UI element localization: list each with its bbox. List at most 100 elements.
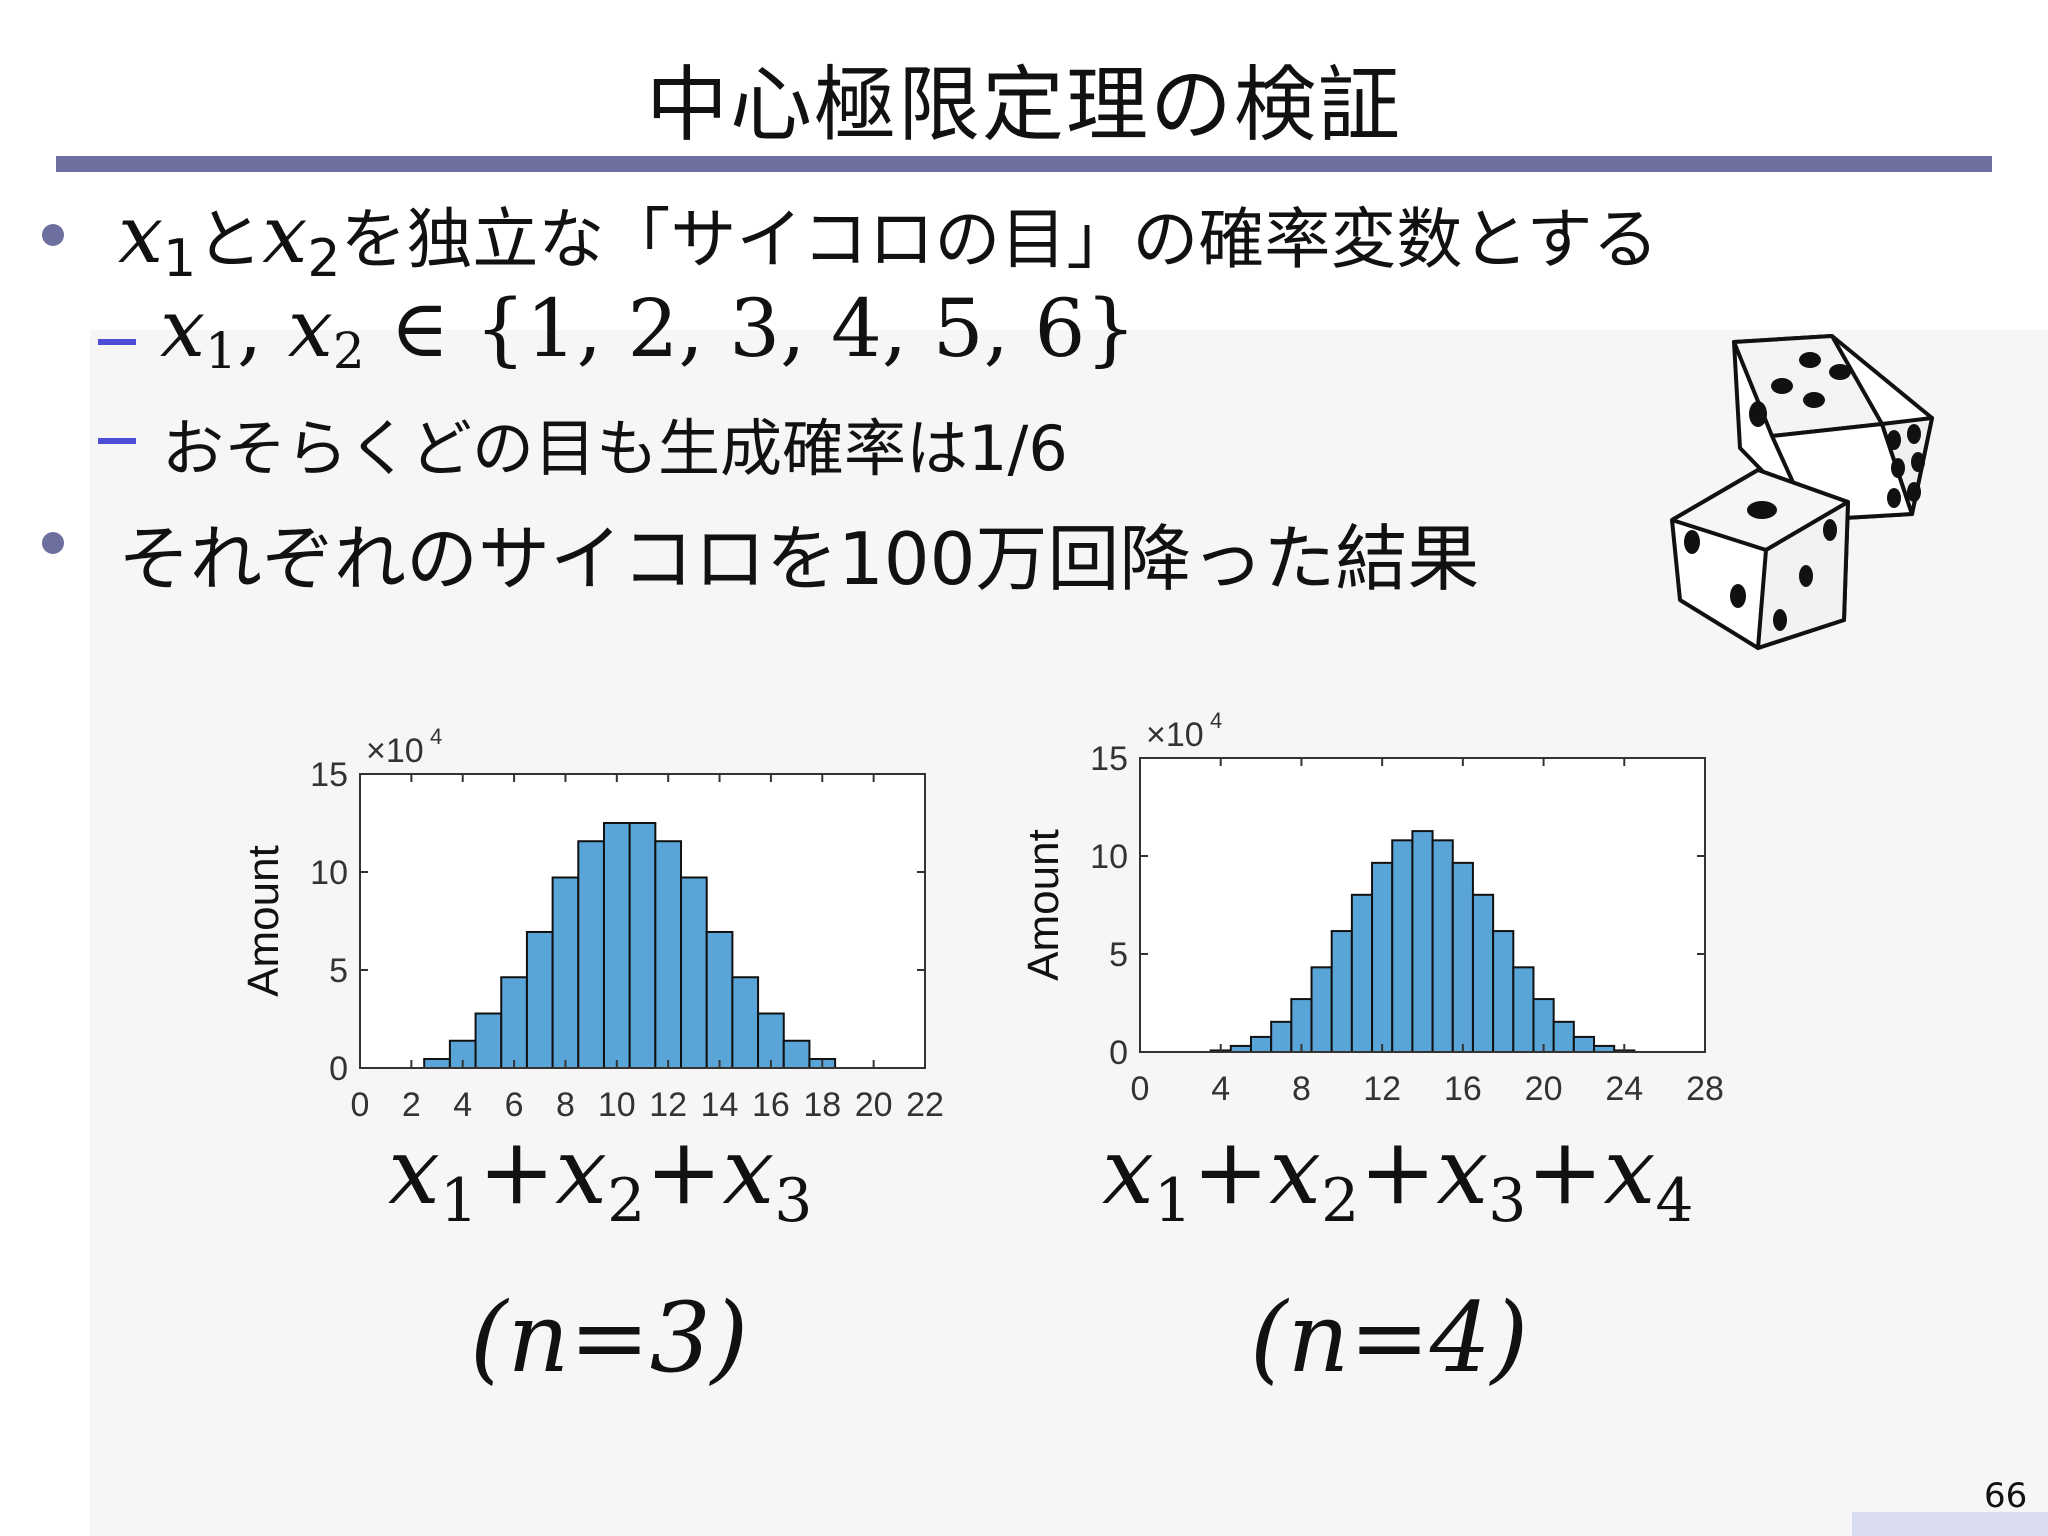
x-tick-label: 6 <box>505 1086 524 1124</box>
exponent-label: ×10 <box>1146 716 1204 754</box>
histogram-bar <box>500 976 528 1069</box>
math-subscript: 2 <box>332 322 365 380</box>
bullet-dot <box>42 532 64 554</box>
formula-var: x <box>1102 1118 1154 1225</box>
exponent-power: 4 <box>1210 708 1222 733</box>
x-tick-label: 0 <box>1131 1070 1150 1108</box>
histogram-bar <box>474 1012 503 1069</box>
histogram-bar <box>654 840 683 1069</box>
histogram-bar <box>577 840 605 1069</box>
formula-subscript: 3 <box>774 1166 813 1236</box>
histogram-bar <box>551 876 580 1069</box>
math-var: x <box>262 188 308 281</box>
histogram-bar <box>1330 930 1353 1053</box>
formula-subscript: 2 <box>1321 1166 1360 1236</box>
histogram-bar <box>1552 1020 1575 1054</box>
x-tick-label: 2 <box>402 1086 421 1124</box>
histogram-bar <box>1572 1035 1596 1053</box>
formula-var: x <box>388 1118 440 1225</box>
formula-var: x <box>722 1118 775 1225</box>
histogram-bar <box>1492 930 1515 1053</box>
histogram-bar <box>705 930 734 1069</box>
x-tick-label: 8 <box>556 1086 575 1124</box>
y-tick-label: 10 <box>310 854 348 892</box>
y-tick-label: 0 <box>1109 1034 1128 1072</box>
x-tick-label: 12 <box>1363 1070 1401 1108</box>
histogram-bar <box>1471 893 1495 1053</box>
sub-bullet-dash <box>98 339 136 345</box>
y-tick-label: 5 <box>1109 936 1128 974</box>
formula-n3: x1+x2+x3 <box>388 1118 812 1236</box>
slide-title: 中心極限定理の検証 <box>645 58 1402 153</box>
formula-var: x <box>1436 1118 1489 1225</box>
axes-frame <box>359 773 926 1069</box>
histogram-bar <box>1451 861 1474 1053</box>
histogram-bar <box>1512 966 1535 1053</box>
histogram-bar <box>1431 839 1454 1053</box>
math-subscript: 1 <box>205 322 237 380</box>
formula-op: + <box>1359 1118 1437 1225</box>
x-tick-label: 14 <box>701 1086 739 1124</box>
bullet-2: それぞれのサイコロを100万回降った結果 <box>118 517 1480 601</box>
x-tick-label: 18 <box>803 1086 841 1124</box>
formula-subscript: 1 <box>439 1166 479 1236</box>
histogram-bar <box>525 930 554 1069</box>
x-tick-label: 20 <box>855 1086 893 1124</box>
math-subscript: 1 <box>163 229 197 289</box>
bullet-connector: と <box>196 201 263 278</box>
x-tick-label: 20 <box>1525 1070 1563 1108</box>
formula-op: + <box>645 1118 723 1225</box>
bullet-text: を独立な「サイコロの目」の確率変数とする <box>340 201 1659 278</box>
formula-var: x <box>555 1118 608 1225</box>
x-tick-label: 8 <box>1292 1070 1311 1108</box>
histogram-bar <box>1249 1035 1273 1053</box>
x-tick-label: 28 <box>1686 1070 1724 1108</box>
n-label-4: (n=4) <box>1250 1282 1529 1394</box>
histogram-bar <box>1411 830 1434 1053</box>
histogram-bar <box>1310 966 1333 1053</box>
formula-op: + <box>1526 1118 1604 1225</box>
title-underline <box>56 156 1992 172</box>
x-tick-label: 4 <box>1211 1070 1230 1108</box>
x-tick-label: 0 <box>351 1086 370 1124</box>
formula-var: x <box>1269 1118 1322 1225</box>
sub-bullet-2: おそらくどの目も生成確率は1/6 <box>162 412 1068 485</box>
histogram-bar <box>1391 839 1414 1053</box>
math-var: x <box>287 282 333 375</box>
math-var: x <box>160 282 206 375</box>
math-separator: , <box>236 282 288 375</box>
formula-subscript: 2 <box>607 1166 646 1236</box>
formula-subscript: 4 <box>1655 1166 1694 1236</box>
math-var: x <box>118 188 164 281</box>
y-tick-label: 5 <box>329 952 348 990</box>
two-dice-icon <box>1670 334 1934 650</box>
x-tick-label: 4 <box>453 1086 472 1124</box>
x-tick-label: 10 <box>598 1086 636 1124</box>
formula-n4: x1+x2+x3+x4 <box>1102 1118 1694 1236</box>
x-tick-label: 12 <box>649 1086 687 1124</box>
histogram-bar <box>423 1057 451 1070</box>
y-axis-label: Amount <box>239 845 288 997</box>
formula-subscript: 1 <box>1153 1166 1193 1236</box>
formula-op: + <box>478 1118 556 1225</box>
histogram-bar <box>782 1039 811 1070</box>
sub-bullet-1: x1, x2 ∈ {1, 2, 3, 4, 5, 6} <box>160 282 1136 380</box>
y-axis-label: Amount <box>1019 829 1068 981</box>
bullet-dot <box>42 224 64 246</box>
histogram-bar <box>602 822 631 1069</box>
exponent-power: 4 <box>430 724 442 749</box>
y-tick-label: 15 <box>310 756 348 794</box>
x-tick-label: 24 <box>1605 1070 1643 1108</box>
formula-subscript: 3 <box>1488 1166 1527 1236</box>
math-subscript: 2 <box>307 229 341 289</box>
bullet-1: x1とx2を独立な「サイコロの目」の確率変数とする <box>118 186 1658 289</box>
axes-frame <box>1139 757 1706 1053</box>
math-set: ∈ {1, 2, 3, 4, 5, 6} <box>364 282 1137 375</box>
sub-bullet-dash <box>98 438 136 444</box>
x-tick-label: 16 <box>752 1086 790 1124</box>
histogram-bar <box>1270 1020 1293 1054</box>
histogram-bar <box>757 1012 785 1069</box>
histogram-bar <box>1350 893 1374 1053</box>
